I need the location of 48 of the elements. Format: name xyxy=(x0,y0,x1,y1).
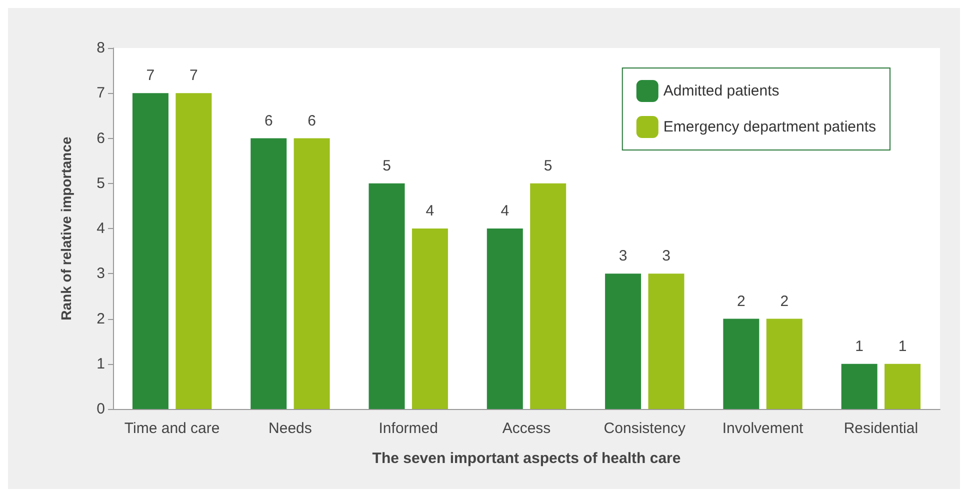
x-axis-title: The seven important aspects of health care xyxy=(372,450,681,467)
bar xyxy=(723,318,760,409)
x-tick-label: Involvement xyxy=(722,420,804,437)
bar xyxy=(884,364,921,409)
data-label: 1 xyxy=(898,338,907,355)
x-tick-label: Informed xyxy=(378,420,438,437)
data-label: 5 xyxy=(382,157,391,174)
x-tick-label: Consistency xyxy=(604,420,686,437)
data-label: 4 xyxy=(426,202,434,220)
legend-label: Admitted patients xyxy=(663,82,780,100)
x-tick-label: Needs xyxy=(268,420,312,437)
bar xyxy=(486,228,523,409)
data-label: 6 xyxy=(264,112,273,130)
bar xyxy=(250,138,287,409)
data-label: 3 xyxy=(662,248,670,265)
x-tick-label: Time and care xyxy=(124,420,220,437)
data-label: 1 xyxy=(855,338,864,355)
data-label: 3 xyxy=(618,248,628,265)
y-axis-title: Rank of relative importance xyxy=(58,136,74,320)
y-tick-label: 8 xyxy=(96,40,105,56)
y-tick-label: 2 xyxy=(96,310,105,328)
bar xyxy=(294,138,330,409)
y-tick-label: 4 xyxy=(96,220,105,237)
y-tick-label: 6 xyxy=(96,130,105,147)
bar xyxy=(368,183,405,409)
y-tick-label: 0 xyxy=(96,400,105,418)
legend-label: Emergency department patients xyxy=(663,118,876,136)
bar xyxy=(412,228,448,409)
bar xyxy=(841,364,878,409)
data-label: 2 xyxy=(737,292,746,310)
data-label: 4 xyxy=(500,202,510,220)
data-label: 2 xyxy=(780,292,789,310)
bar xyxy=(530,183,566,409)
data-label: 7 xyxy=(146,67,155,84)
y-tick-label: 1 xyxy=(96,355,105,372)
bar xyxy=(648,274,684,409)
data-label: 6 xyxy=(308,112,316,130)
data-label: 5 xyxy=(544,157,552,174)
x-tick-label: Residential xyxy=(844,420,918,437)
bar xyxy=(605,274,642,409)
y-tick-label: 7 xyxy=(96,84,105,102)
bar xyxy=(132,93,168,409)
bar xyxy=(766,318,802,409)
x-tick-label: Access xyxy=(502,420,551,437)
y-tick-label: 3 xyxy=(96,265,105,282)
data-label: 7 xyxy=(190,67,198,84)
y-tick-label: 5 xyxy=(96,174,105,192)
bar xyxy=(176,93,212,409)
